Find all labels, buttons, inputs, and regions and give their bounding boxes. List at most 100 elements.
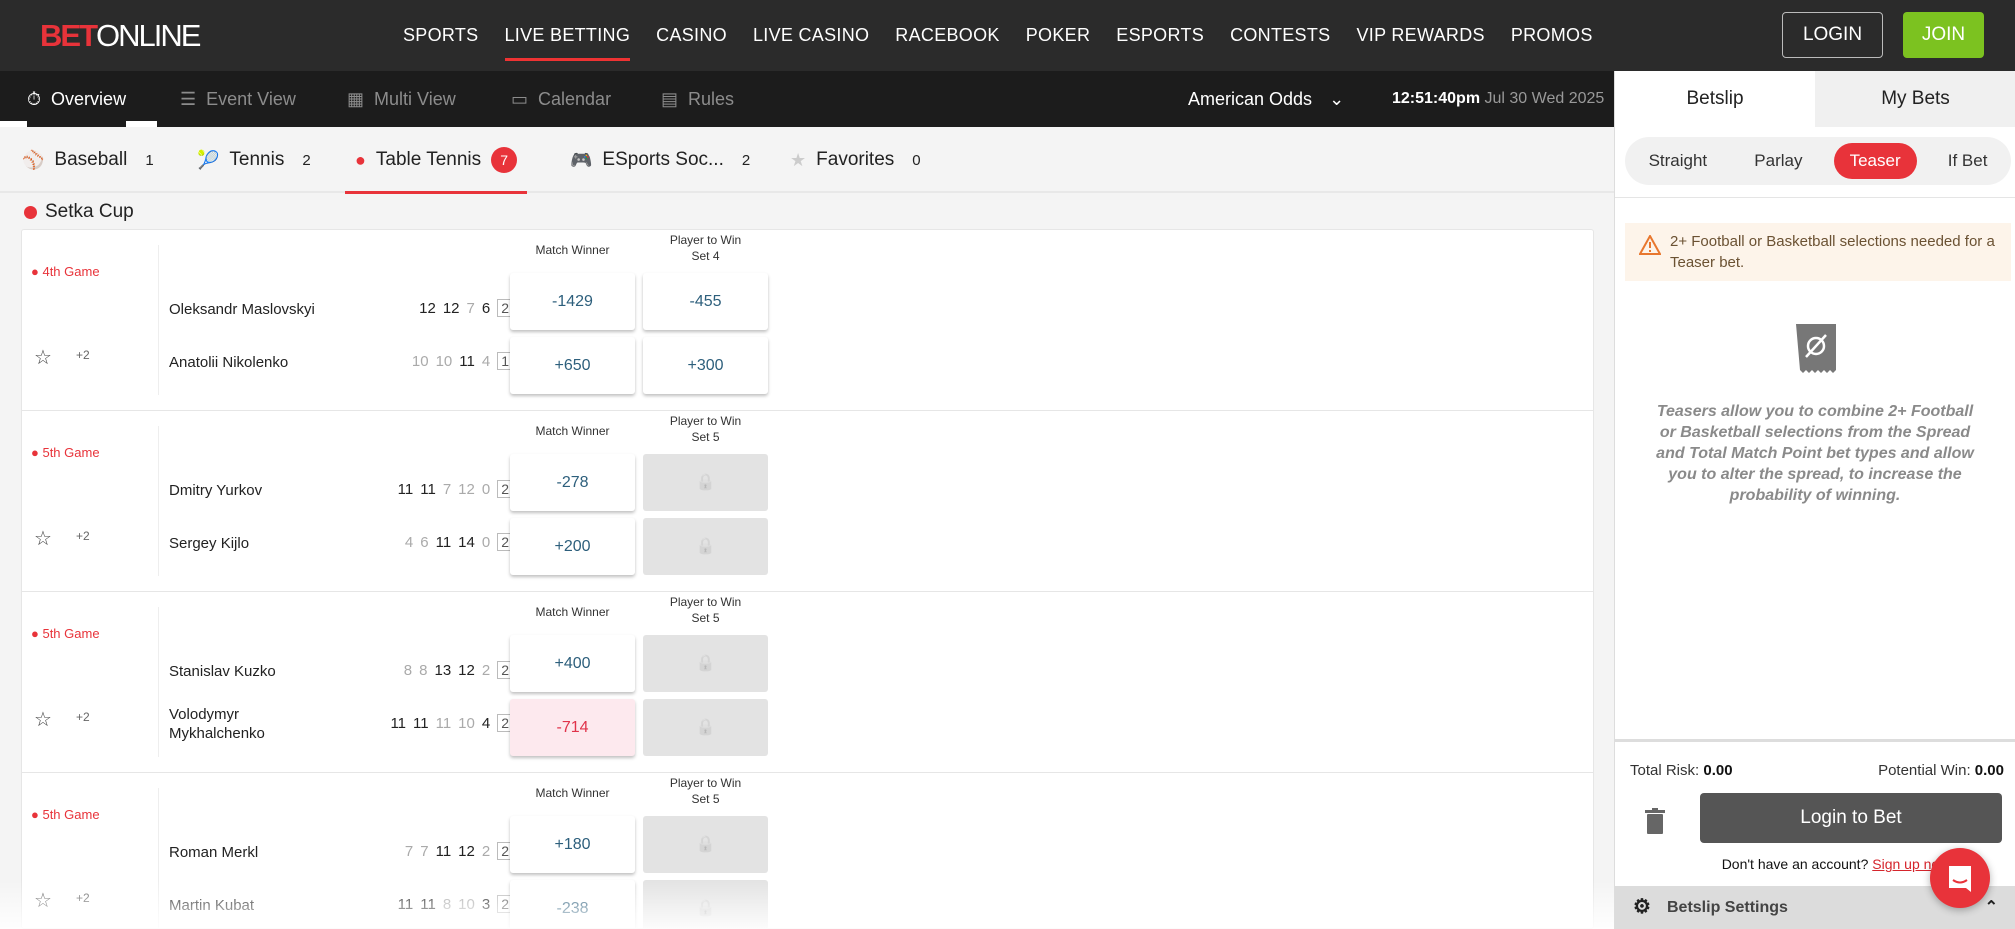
teaser-warning: 2+ Football or Basketball selections nee… bbox=[1625, 223, 2011, 281]
login-to-bet-button[interactable]: Login to Bet bbox=[1700, 793, 2002, 843]
sport-tab-label: Baseball bbox=[54, 149, 128, 170]
set-score: 6 bbox=[481, 299, 491, 317]
odds-button-set-winner[interactable]: -455 bbox=[643, 273, 768, 330]
divider bbox=[158, 426, 159, 576]
set-score: 11 bbox=[420, 480, 436, 498]
tab-betslip[interactable]: Betslip bbox=[1615, 71, 1815, 127]
subnav-multi-view[interactable]: ▦ Multi View bbox=[347, 71, 456, 127]
player-scores: 12 12 7 6 2 bbox=[367, 299, 513, 317]
sport-tab-favorites[interactable]: ★ Favorites 0 bbox=[780, 127, 931, 193]
sport-tab-esports-soc-[interactable]: 🎮 ESports Soc... 2 bbox=[560, 127, 760, 193]
odds-button-match-winner[interactable]: +400 bbox=[510, 635, 635, 692]
potential-win-value: 0.00 bbox=[1974, 762, 2004, 779]
subnav-rules[interactable]: ▤ Rules bbox=[661, 71, 734, 127]
odds-button-match-winner[interactable]: +180 bbox=[510, 816, 635, 873]
bet-type-straight[interactable]: Straight bbox=[1648, 151, 1708, 170]
set-score: 7 bbox=[420, 842, 429, 860]
sport-tab-label: Favorites bbox=[816, 149, 895, 170]
nav-item-vip-rewards[interactable]: VIP REWARDS bbox=[1356, 25, 1485, 45]
player-name: Stanislav Kuzko bbox=[169, 663, 276, 680]
odds-button-set-winner[interactable]: +300 bbox=[643, 337, 768, 394]
nav-item-racebook[interactable]: RACEBOOK bbox=[895, 25, 1000, 45]
favorite-star-icon[interactable]: ☆ bbox=[34, 709, 52, 731]
player-scores: 7 7 11 12 2 2 bbox=[367, 842, 513, 860]
betonline-logo[interactable]: BETONLINE bbox=[40, 18, 201, 54]
player-name: Volodymyr Mykhalchenko bbox=[169, 706, 265, 742]
set-score: 11 bbox=[397, 480, 414, 498]
set-score: 12 bbox=[442, 299, 460, 317]
nav-item-esports[interactable]: ESPORTS bbox=[1116, 25, 1205, 45]
set-score: 2 bbox=[481, 661, 491, 679]
more-markets-link[interactable]: +2 bbox=[76, 529, 90, 543]
tab-my-bets[interactable]: My Bets bbox=[1815, 71, 2015, 127]
clock: 12:51:40pm Jul 30 Wed 2025 bbox=[1392, 71, 1604, 127]
set-score: 4 bbox=[481, 352, 491, 370]
chat-button[interactable] bbox=[1930, 848, 1990, 908]
set-score: 0 bbox=[481, 480, 491, 498]
bet-type-if-bet[interactable]: If Bet bbox=[1947, 151, 1988, 170]
market-header-match-winner: Match Winner bbox=[535, 424, 610, 438]
nav-item-poker[interactable]: POKER bbox=[1025, 25, 1091, 45]
table-tennis-icon bbox=[24, 205, 37, 219]
sport-tab-table-tennis[interactable]: ● Table Tennis 7 bbox=[345, 127, 528, 194]
nav-item-sports[interactable]: SPORTS bbox=[403, 25, 479, 45]
warning-icon bbox=[1639, 235, 1661, 255]
sport-tab-count: 2 bbox=[302, 151, 311, 169]
favorite-star-icon[interactable]: ☆ bbox=[34, 528, 52, 550]
set-score: 11 bbox=[435, 714, 452, 732]
sport-tab-count: 7 bbox=[491, 147, 518, 173]
odds-button-match-winner[interactable]: -1429 bbox=[510, 273, 635, 330]
odds-button-match-winner[interactable]: -714 bbox=[510, 699, 635, 756]
set-score: 6 bbox=[420, 533, 429, 551]
odds-button-match-winner[interactable]: -278 bbox=[510, 454, 635, 511]
betslip-settings-label: Betslip Settings bbox=[1667, 899, 1788, 916]
game-status: ● 4th Game bbox=[31, 264, 100, 279]
divider bbox=[158, 788, 159, 928]
market-header-set-winner: Player to Win Set 5 bbox=[669, 776, 742, 806]
double-chevron-up-icon[interactable]: ⌃ bbox=[1984, 899, 1998, 916]
sign-up-link[interactable]: Sign up now bbox=[1872, 856, 1950, 872]
set-score: 0 bbox=[481, 533, 491, 551]
set-score: 4 bbox=[404, 533, 414, 551]
favorite-star-icon[interactable]: ☆ bbox=[34, 347, 52, 369]
teaser-info-text: Teasers allow you to combine 2+ Football… bbox=[1656, 403, 1974, 504]
nav-item-promos[interactable]: PROMOS bbox=[1510, 25, 1593, 45]
odds-format-select[interactable]: American Odds ⌄ bbox=[1188, 71, 1344, 127]
market-header-match-winner: Match Winner bbox=[535, 243, 610, 257]
odds-button-match-winner[interactable]: +200 bbox=[510, 518, 635, 575]
more-markets-link[interactable]: +2 bbox=[76, 348, 90, 362]
match-row: ● 5th Game ☆ +2 Match Winner Player to Win S… bbox=[22, 411, 1593, 592]
total-risk-label: Total Risk: bbox=[1630, 762, 1700, 779]
subnav-overview[interactable]: ⏱ Overview bbox=[27, 71, 127, 127]
set-score: 14 bbox=[458, 533, 475, 551]
login-button[interactable]: LOGIN bbox=[1782, 12, 1883, 58]
nav-item-casino[interactable]: CASINO bbox=[656, 25, 727, 45]
odds-button-match-winner[interactable]: +650 bbox=[510, 337, 635, 394]
nav-item-live-betting[interactable]: LIVE BETTING bbox=[492, 0, 644, 71]
set-score: 12 bbox=[458, 480, 475, 498]
subnav-label: Rules bbox=[688, 89, 735, 109]
set-score: 10 bbox=[458, 714, 475, 732]
trash-icon[interactable] bbox=[1645, 808, 1665, 834]
bet-type-parlay[interactable]: Parlay bbox=[1754, 151, 1803, 170]
total-risk-value: 0.00 bbox=[1703, 762, 1733, 779]
set-score: 7 bbox=[404, 842, 414, 860]
nav-item-contests[interactable]: CONTESTS bbox=[1230, 25, 1331, 45]
market-header-set-winner: Player to Win Set 4 bbox=[669, 233, 742, 263]
sport-tab-baseball[interactable]: ⚾ Baseball 1 bbox=[12, 127, 164, 193]
nav-item-live-casino[interactable]: LIVE CASINO bbox=[752, 25, 870, 45]
join-button[interactable]: JOIN bbox=[1903, 12, 1984, 58]
game-status-label: 5th Game bbox=[42, 626, 100, 641]
market-header-set-winner: Player to Win Set 5 bbox=[669, 595, 742, 625]
sport-tab-tennis[interactable]: 🎾 Tennis 2 bbox=[187, 127, 321, 193]
lock-icon: 🔒 bbox=[695, 538, 716, 555]
player-scores: 11 11 11 10 4 2 bbox=[367, 714, 513, 732]
subnav-label: Calendar bbox=[538, 89, 612, 109]
subnav-calendar[interactable]: ▭ Calendar bbox=[511, 71, 611, 127]
league-name: Setka Cup bbox=[45, 201, 134, 222]
set-score: 2 bbox=[481, 842, 491, 860]
subnav-event-view[interactable]: ☰ Event View bbox=[180, 71, 296, 127]
set-score: 12 bbox=[419, 299, 436, 317]
more-markets-link[interactable]: +2 bbox=[76, 710, 90, 724]
bet-type-teaser[interactable]: Teaser bbox=[1833, 143, 1917, 179]
